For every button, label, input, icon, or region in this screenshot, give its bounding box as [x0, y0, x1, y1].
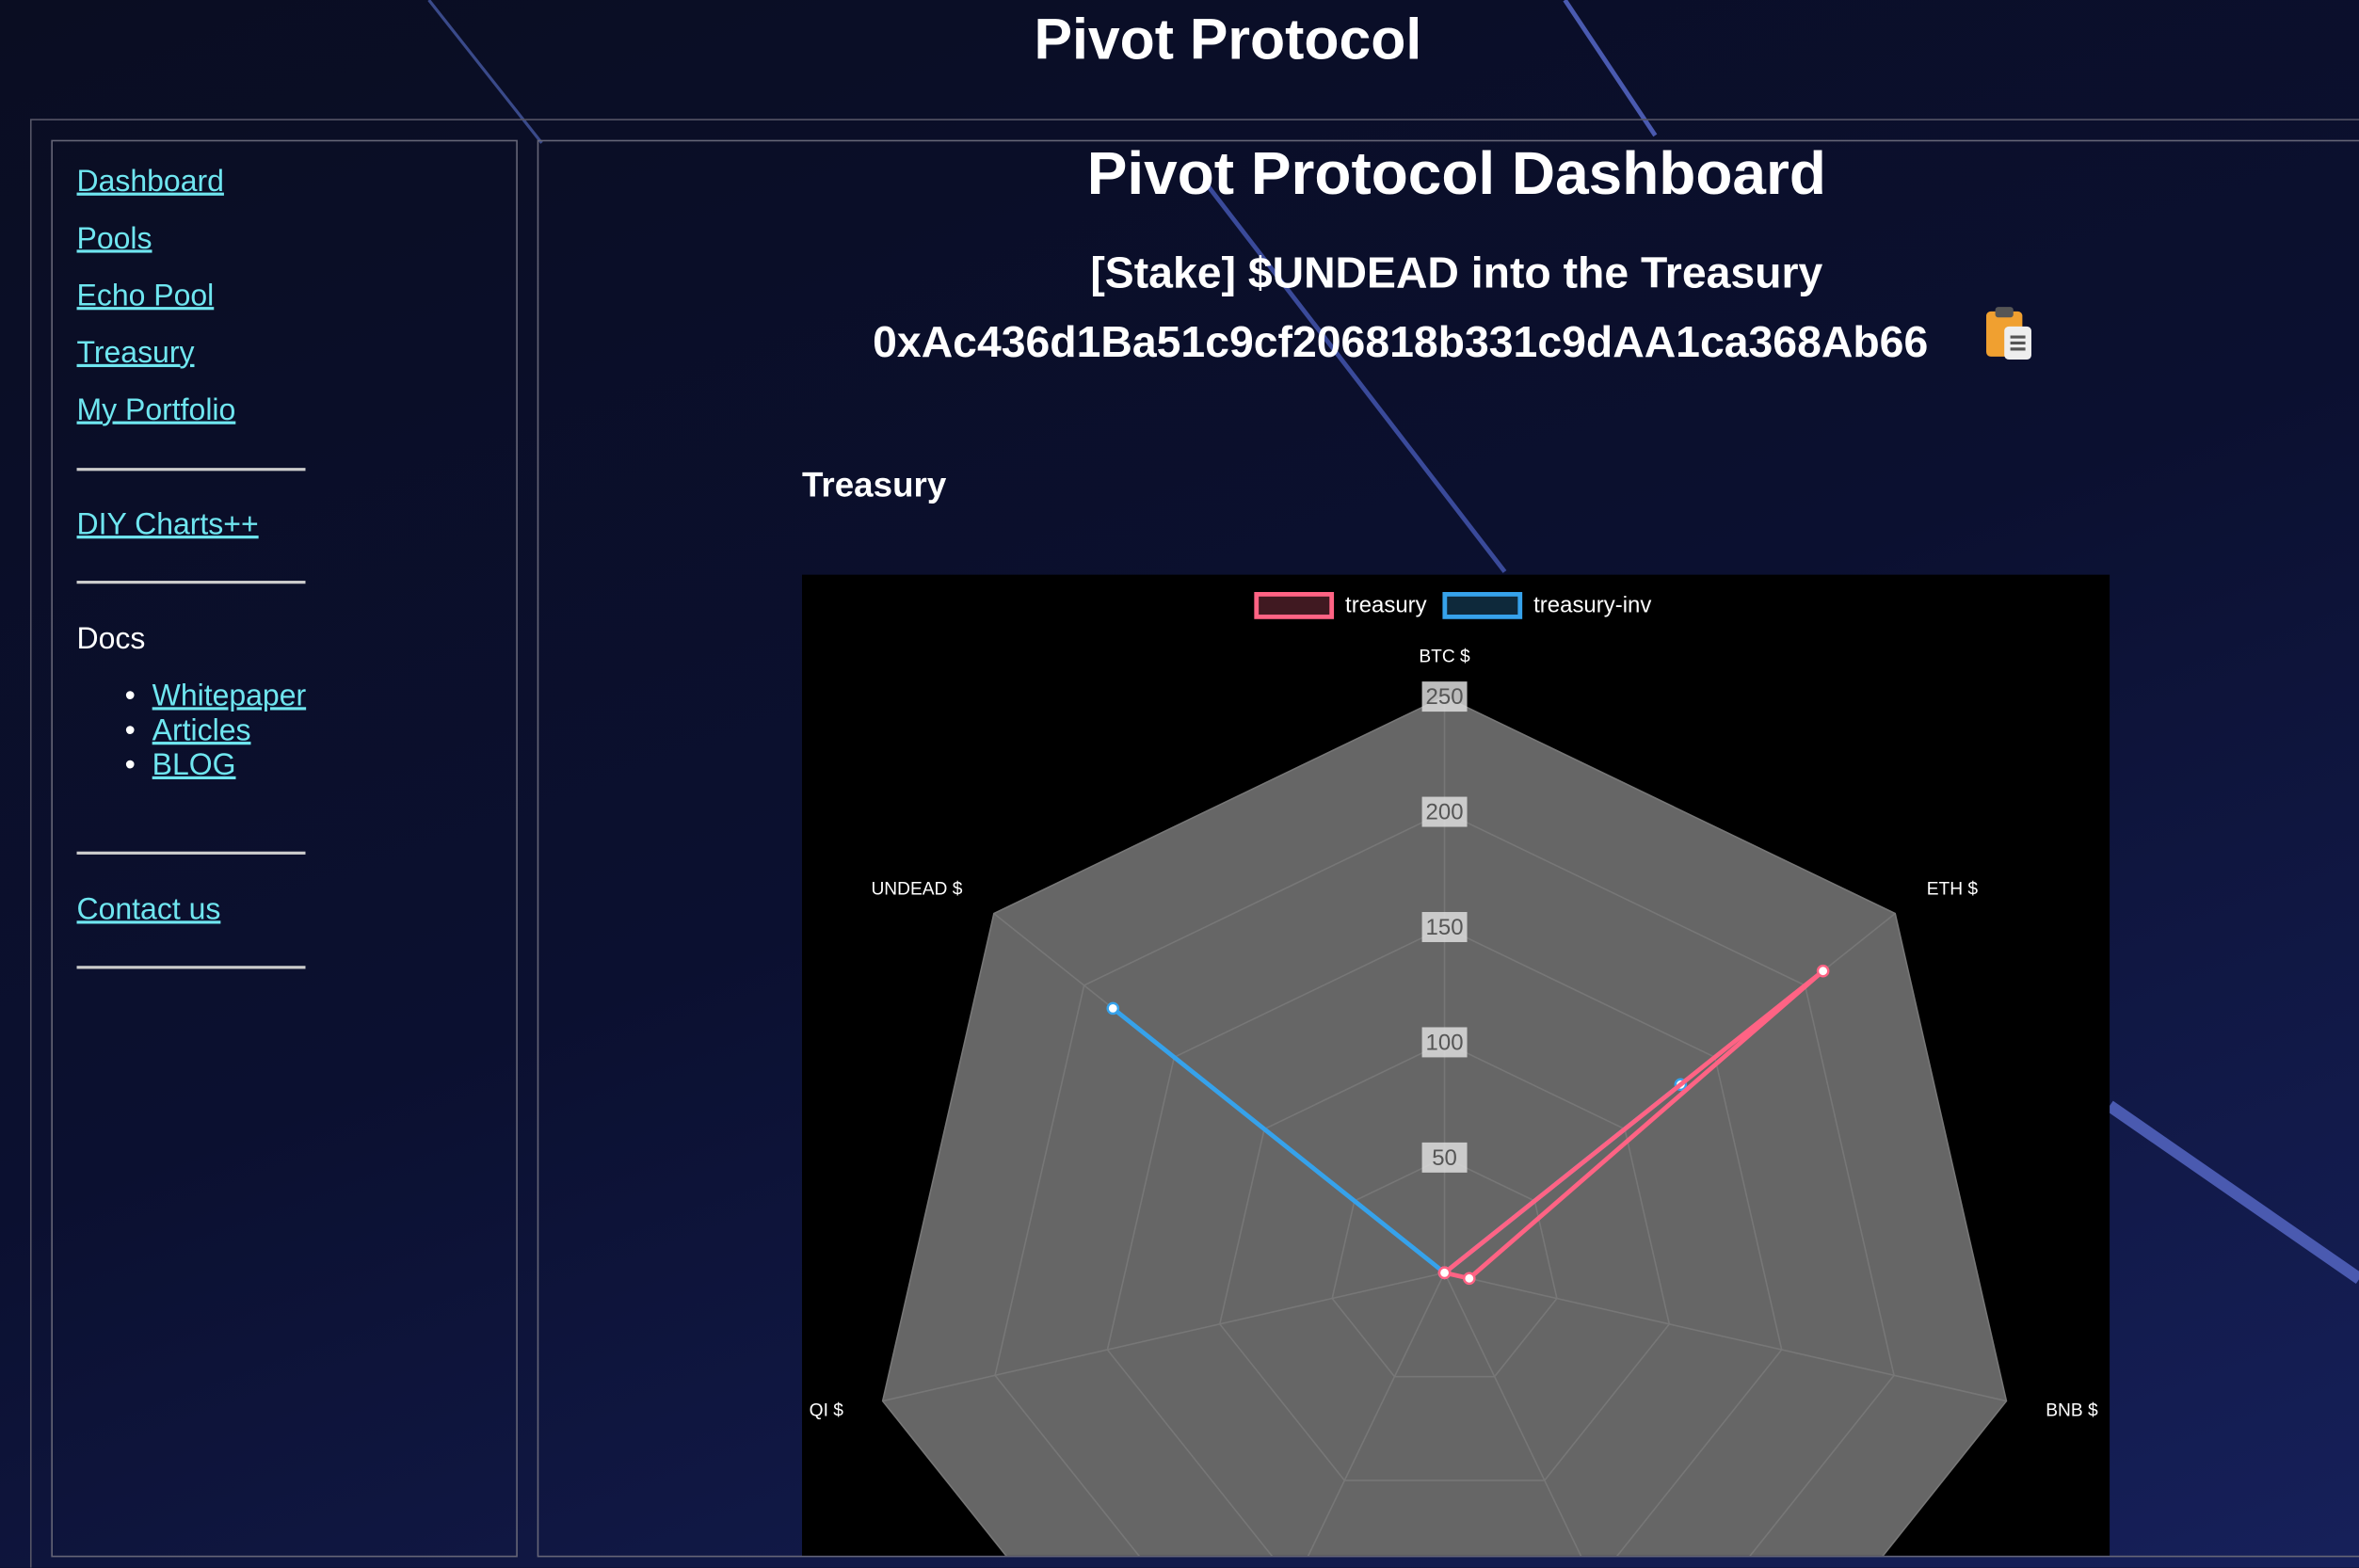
- legend-label: treasury-inv: [1533, 593, 1651, 618]
- legend-swatch: [1254, 592, 1335, 619]
- nav-item[interactable]: Treasury: [77, 337, 195, 372]
- nav-link[interactable]: Treasury: [76, 337, 195, 371]
- nav-link[interactable]: My Portfolio: [76, 393, 236, 427]
- axis-label: BTC $: [1419, 648, 1470, 667]
- data-point: [1106, 1001, 1120, 1016]
- r-tick-label: 150: [1426, 915, 1464, 940]
- section-title: Treasury: [802, 464, 947, 504]
- grid-ring: [994, 810, 1895, 1556]
- axis-label: BNB $: [2046, 1400, 2098, 1420]
- tick-label-backdrop: [1421, 912, 1468, 942]
- nav-item[interactable]: Contact us: [77, 894, 221, 929]
- docs-link[interactable]: BLOG: [152, 749, 236, 783]
- divider: [76, 581, 306, 584]
- axis-label: ETH $: [1927, 879, 1979, 899]
- data-point: [1437, 1266, 1452, 1280]
- nav-item[interactable]: Echo Pool: [77, 280, 215, 314]
- legend-swatch: [1442, 592, 1523, 619]
- docs-item[interactable]: • BLOG: [124, 749, 236, 783]
- legend-label: treasury: [1345, 593, 1427, 618]
- tick-label-backdrop: [1421, 1142, 1468, 1173]
- series-line: [1442, 968, 1826, 1281]
- angle-line: [1307, 1272, 1446, 1556]
- data-point: [1463, 1272, 1476, 1286]
- angle-line: [882, 1272, 1445, 1402]
- docs-item[interactable]: • Articles: [124, 714, 251, 748]
- stake-text: [Stake] $UNDEAD into the Treasury: [1090, 249, 1823, 298]
- tick-label-backdrop: [1421, 681, 1468, 712]
- docs-list: • Whitepaper • Articles • BLOG: [125, 680, 306, 784]
- angle-line: [1443, 1272, 1582, 1556]
- r-tick-label: 200: [1426, 800, 1464, 825]
- divider: [76, 468, 306, 472]
- site-title: Pivot Protocol: [1034, 8, 1422, 72]
- divider: [76, 851, 306, 855]
- docs-item[interactable]: • Whitepaper: [124, 680, 307, 713]
- nav-link[interactable]: Echo Pool: [76, 280, 215, 313]
- main-panel: [537, 139, 2359, 1558]
- nav-link[interactable]: Dashboard: [76, 165, 224, 200]
- r-tick-label: 250: [1426, 684, 1464, 710]
- axis-label: UNDEAD $: [871, 879, 962, 899]
- sidebar: Dashboard Pools Echo Pool Treasury My Po…: [51, 139, 518, 1558]
- grid-ring: [1218, 1041, 1671, 1481]
- nav-link[interactable]: Pools: [76, 222, 152, 256]
- divider: [76, 966, 306, 969]
- grid-ring: [1106, 926, 1783, 1556]
- nav-item[interactable]: Dashboard: [77, 166, 224, 200]
- copy-icon[interactable]: [1983, 305, 2034, 362]
- nav-item[interactable]: My Portfolio: [77, 394, 236, 429]
- docs-link[interactable]: Articles: [152, 714, 251, 748]
- nav-link[interactable]: DIY Charts++: [76, 508, 259, 542]
- contract-address: 0xAc436d1Ba51c9cf206818b331c9dAA1ca368Ab…: [873, 318, 1929, 368]
- angle-line: [1444, 1272, 2007, 1402]
- tick-label-backdrop: [1421, 796, 1468, 827]
- legend: treasury treasury-inv: [1254, 592, 1651, 619]
- r-tick-label: 100: [1426, 1030, 1464, 1055]
- grid-ring: [881, 696, 2008, 1556]
- nav-link[interactable]: Contact us: [76, 893, 221, 927]
- tick-label-backdrop: [1421, 1027, 1468, 1058]
- axis-label: QI $: [810, 1400, 844, 1420]
- data-point: [1816, 964, 1830, 978]
- nav-item[interactable]: Pools: [77, 223, 152, 258]
- frame: [29, 119, 2359, 1568]
- dashboard-title: Pivot Protocol Dashboard: [1086, 141, 1826, 208]
- r-tick-label: 50: [1432, 1145, 1457, 1171]
- nav-item[interactable]: DIY Charts++: [77, 508, 259, 543]
- docs-link[interactable]: Whitepaper: [152, 680, 307, 713]
- docs-heading: Docs: [76, 622, 146, 656]
- radar-chart: BTC $ ETH $ BNB $ QI $ UNDEAD $ 50 100 150 200 25…: [802, 574, 2110, 1556]
